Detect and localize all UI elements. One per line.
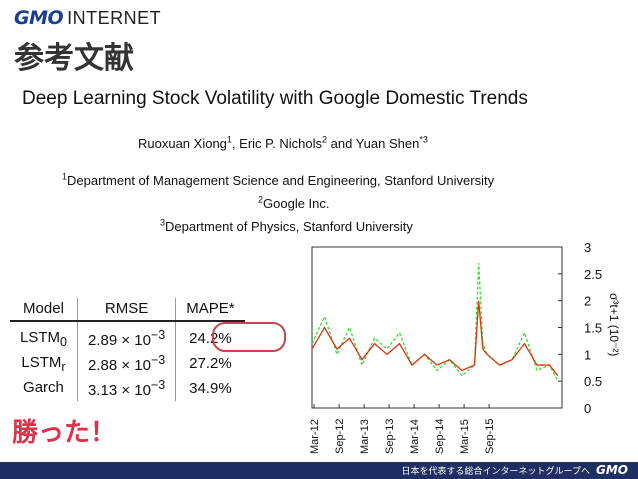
author-mark: *3 bbox=[419, 134, 428, 145]
results-table: Model RMSE MAPE* LSTM0 2.89 × 10−3 24.2%… bbox=[10, 298, 245, 401]
y-tick-label: 1 bbox=[584, 347, 591, 362]
author-mark: 1 bbox=[226, 134, 232, 145]
x-tick-label: Sep-13 bbox=[384, 419, 396, 454]
rmse-exponent: −3 bbox=[150, 328, 166, 342]
affiliation-mark: 2 bbox=[258, 194, 264, 205]
highlight-circle bbox=[212, 322, 286, 352]
cell-mape: 27.2% bbox=[189, 355, 232, 372]
table-header-row: Model RMSE MAPE* bbox=[10, 298, 245, 321]
x-tick-label: Sep-15 bbox=[484, 419, 496, 454]
x-tick-label: Sep-14 bbox=[434, 419, 446, 454]
cell-rmse: 3.13 × 10−3 bbox=[77, 376, 177, 401]
series-line bbox=[311, 300, 559, 377]
table-row: Garch 3.13 × 10−3 34.9% bbox=[10, 376, 245, 401]
logo-suffix: INTERNET bbox=[67, 8, 162, 28]
plot-frame bbox=[311, 246, 563, 409]
model-name: LSTM bbox=[21, 353, 62, 371]
affiliation-text: Department of Management Science and Eng… bbox=[67, 173, 495, 188]
y-tick-label: 0 bbox=[584, 401, 591, 416]
affiliation-mark: 1 bbox=[62, 171, 68, 182]
paper-title: Deep Learning Stock Volatility with Goog… bbox=[22, 88, 528, 109]
callout-text: 勝った！ bbox=[12, 418, 117, 448]
author-mark: 2 bbox=[322, 134, 328, 145]
rmse-exponent: −3 bbox=[150, 378, 166, 392]
author-separator: and bbox=[327, 136, 356, 151]
header-model: Model bbox=[10, 298, 78, 321]
y-tick-label: 0.5 bbox=[584, 374, 602, 389]
x-tick-label: Mar-15 bbox=[459, 419, 471, 454]
cell-rmse: 2.88 × 10−3 bbox=[77, 351, 177, 376]
x-tick-label: Mar-12 bbox=[309, 419, 321, 454]
logo-brand: GMO bbox=[14, 7, 64, 29]
x-tick-label: Sep-12 bbox=[334, 419, 346, 454]
y-axis-label: σ³t+1 (10⁻²) bbox=[607, 293, 621, 356]
table-row: LSTM0 2.89 × 10−3 24.2% bbox=[10, 321, 245, 351]
volatility-chart: 0 0.5 1 1.5 2 2.5 3 Mar-12 Sep-12 Mar-13 Sep-13 Mar… bbox=[309, 240, 621, 454]
author-name: Ruoxuan Xiong bbox=[138, 136, 227, 151]
author-name: Yuan Shen bbox=[355, 136, 420, 151]
rmse-exponent: −3 bbox=[150, 353, 166, 367]
footer-tagline: 日本を代表する総合インターネットグループへ bbox=[401, 467, 590, 477]
cell-rmse: 2.89 × 10−3 bbox=[77, 321, 177, 351]
author-separator: , bbox=[231, 136, 240, 151]
slide-heading: 参考文献 bbox=[14, 41, 134, 76]
cell-model: Garch bbox=[10, 376, 78, 401]
affiliation: 2Google Inc. bbox=[258, 194, 330, 211]
y-tick-label: 2.5 bbox=[584, 267, 602, 282]
x-tick-label: Mar-13 bbox=[359, 419, 371, 454]
model-name: Garch bbox=[23, 378, 64, 396]
header-rmse: RMSE bbox=[77, 298, 177, 321]
model-subscript: r bbox=[61, 359, 66, 374]
x-tick-label: Mar-14 bbox=[409, 419, 421, 454]
model-subscript: 0 bbox=[60, 334, 67, 349]
y-tick-label: 1.5 bbox=[584, 321, 602, 336]
affiliation: 3Department of Physics, Stanford Univers… bbox=[160, 217, 413, 234]
cell-model: LSTMr bbox=[10, 351, 78, 376]
cell-mape: 34.9% bbox=[189, 380, 232, 397]
header-mape: MAPE* bbox=[186, 300, 235, 317]
affiliation-text: Department of Physics, Stanford Universi… bbox=[165, 219, 413, 234]
gmo-internet-logo: GMO INTERNET bbox=[14, 7, 161, 29]
affiliation-mark: 3 bbox=[160, 217, 166, 228]
model-name: LSTM bbox=[20, 328, 61, 346]
table-row: LSTMr 2.88 × 10−3 27.2% bbox=[10, 351, 245, 376]
footer-logo: GMO bbox=[596, 463, 628, 477]
footer-bar: 日本を代表する総合インターネットグループへ GMO bbox=[0, 462, 638, 479]
rmse-value: 2.88 × 10 bbox=[87, 357, 151, 374]
paper-authors: Ruoxuan Xiong1, Eric P. Nichols2 and Yua… bbox=[138, 134, 428, 151]
author-name: Eric P. Nichols bbox=[239, 136, 322, 151]
y-tick-label: 3 bbox=[584, 240, 591, 255]
rmse-value: 3.13 × 10 bbox=[87, 382, 151, 399]
cell-model: LSTM0 bbox=[10, 321, 78, 351]
y-tick-label: 2 bbox=[584, 294, 591, 309]
affiliation-text: Google Inc. bbox=[263, 196, 330, 211]
affiliation: 1Department of Management Science and En… bbox=[62, 171, 495, 188]
rmse-value: 2.89 × 10 bbox=[87, 332, 151, 349]
